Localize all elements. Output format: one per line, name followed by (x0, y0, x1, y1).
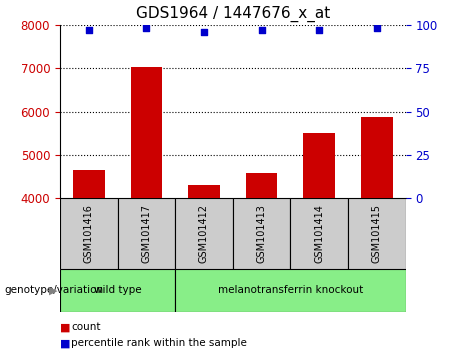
Point (200, 29, 207, 35)
Text: GSM101412: GSM101412 (199, 204, 209, 263)
Text: percentile rank within the sample: percentile rank within the sample (71, 338, 248, 348)
Bar (175, 269, 406, 312)
Text: genotype/variation: genotype/variation (5, 285, 104, 295)
Bar (361, 117, 393, 198)
Bar (60, 269, 175, 312)
Bar (303, 133, 335, 198)
Point (315, 27, 323, 33)
Text: melanotransferrin knockout: melanotransferrin knockout (218, 285, 363, 295)
Point (85, 27, 92, 33)
Text: ■: ■ (60, 322, 71, 332)
Bar (175, 198, 233, 269)
Text: count: count (71, 322, 101, 332)
Bar (233, 198, 290, 269)
Title: GDS1964 / 1447676_x_at: GDS1964 / 1447676_x_at (136, 6, 330, 22)
Bar (246, 173, 278, 198)
Point (373, 25, 381, 31)
Text: GSM101413: GSM101413 (257, 204, 266, 263)
Point (142, 25, 150, 31)
Bar (188, 185, 220, 198)
Text: GSM101415: GSM101415 (372, 204, 382, 263)
Point (258, 27, 266, 33)
Bar (348, 198, 406, 269)
Bar (130, 67, 162, 198)
Text: GSM101417: GSM101417 (142, 204, 151, 263)
Text: wild type: wild type (94, 285, 142, 295)
Text: ▶: ▶ (49, 285, 57, 295)
Bar (60, 198, 118, 269)
Text: GSM101414: GSM101414 (314, 204, 324, 263)
Bar (290, 198, 348, 269)
Bar (118, 198, 175, 269)
Bar (73, 170, 105, 198)
Text: GSM101416: GSM101416 (84, 204, 94, 263)
Text: ■: ■ (60, 338, 71, 348)
